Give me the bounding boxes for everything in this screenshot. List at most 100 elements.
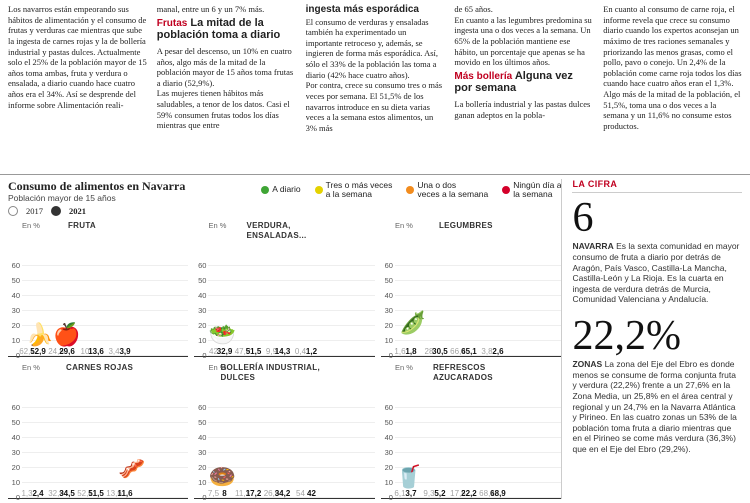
bar-value: 6,1 xyxy=(394,490,405,498)
bar-value: 22,2 xyxy=(461,490,477,498)
legend-label: A diario xyxy=(272,185,300,194)
bar-value: 14,3 xyxy=(275,348,291,356)
bar-value: 30,5 xyxy=(432,348,448,356)
col4-subhead: Más bollería Alguna vez por semana xyxy=(454,70,593,95)
bar-value: 54 xyxy=(296,490,305,498)
col4-kicker: Más bollería xyxy=(454,71,512,82)
y-tick-label: 60 xyxy=(8,261,20,271)
y-tick-label: 20 xyxy=(381,321,393,331)
y-tick-label: 20 xyxy=(194,463,206,473)
y-tick-label: 40 xyxy=(381,433,393,443)
chart-panel: VERDURA, ENSALADAS...0102030405060En %🥗4… xyxy=(194,219,374,357)
year-legend: 2017 2021 xyxy=(8,206,561,217)
charts-grid: FRUTA0102030405060En %🍌🍎62,152,924,529,6… xyxy=(8,219,561,499)
y-tick-label: 0 xyxy=(8,493,20,503)
chart-main: Consumo de alimentos en Navarra Població… xyxy=(8,179,561,499)
plot-area: 0102030405060En %🫛1,61,82830,566,465,13,… xyxy=(381,221,561,357)
bar-value: 1,8 xyxy=(405,348,416,356)
stat-text: ZONAS La zona del Eje del Ebro es donde … xyxy=(572,359,742,455)
circle-2021-icon xyxy=(51,206,61,216)
col3-pretitle: ingesta más esporádica xyxy=(306,4,445,17)
legend-dot-icon xyxy=(406,186,414,194)
stat-text: NAVARRA Es la sexta comunidad en mayor c… xyxy=(572,241,742,305)
legend-item: Una o dos veces a la semana xyxy=(406,181,488,199)
chart-header-row: Consumo de alimentos en Navarra Població… xyxy=(8,179,561,204)
col-5: En cuanto al consumo de carne roja, el i… xyxy=(603,4,742,174)
y-tick-label: 0 xyxy=(381,493,393,503)
y-tick-label: 0 xyxy=(194,493,206,503)
stat-number: 6 xyxy=(572,197,742,239)
y-tick-label: 30 xyxy=(8,448,20,458)
bar-value: 34,2 xyxy=(275,490,291,498)
bars-row: 6,13,79,35,217,522,268,168,9 xyxy=(395,363,559,498)
y-tick-label: 10 xyxy=(194,478,206,488)
bar-value: 32,9 xyxy=(217,348,233,356)
bar-value: 3,7 xyxy=(405,490,416,498)
bar-value: 17,2 xyxy=(246,490,262,498)
legend-item: Tres o más veces a la semana xyxy=(315,181,393,199)
y-tick-label: 0 xyxy=(381,351,393,361)
plot-area: 0102030405060En %🥗4232,947,951,59,914,30… xyxy=(194,221,374,357)
newspaper-page: Los navarros están empeorando sus hábito… xyxy=(0,0,750,500)
y-tick-label: 60 xyxy=(194,261,206,271)
col2-body: A pesar del descenso, un 10% en cuatro a… xyxy=(157,46,296,131)
y-tick-label: 60 xyxy=(194,403,206,413)
chart-panel: BOLLERÍA INDUSTRIAL, DULCES0102030405060… xyxy=(194,361,374,499)
y-tick-label: 10 xyxy=(8,478,20,488)
bar-value: 1,6 xyxy=(394,348,405,356)
sidebar-stat: 6NAVARRA Es la sexta comunidad en mayor … xyxy=(572,197,742,305)
chart-section: Consumo de alimentos en Navarra Població… xyxy=(0,174,750,499)
legend-label: Una o dos veces a la semana xyxy=(417,181,488,199)
bars-row: 62,152,924,529,61013,63,43,9 xyxy=(22,221,186,356)
chart-panel: CARNES ROJAS0102030405060En %🥓1,32,432,9… xyxy=(8,361,188,499)
y-tick-label: 20 xyxy=(8,463,20,473)
legend-dot-icon xyxy=(315,186,323,194)
y-tick-label: 50 xyxy=(8,276,20,286)
y-tick-label: 10 xyxy=(8,336,20,346)
bar-value: 11,6 xyxy=(117,490,132,498)
y-tick-label: 0 xyxy=(8,351,20,361)
y-tick-label: 60 xyxy=(381,403,393,413)
chart-legend: A diario Tres o más veces a la semana Una … xyxy=(261,179,561,203)
plot-area: 0102030405060En %🥤6,13,79,35,217,522,268… xyxy=(381,363,561,499)
y-tick-label: 40 xyxy=(194,433,206,443)
col4-lead: de 65 años. En cuanto a las legumbres pr… xyxy=(454,4,593,68)
legend-item: A diario xyxy=(261,185,300,194)
sidebar-stat: 22,2%ZONAS La zona del Eje del Ebro es d… xyxy=(572,315,742,455)
circle-2017-icon xyxy=(8,206,18,216)
bar-value: 3,4 xyxy=(108,348,119,356)
bar-value: 51,5 xyxy=(246,348,262,356)
y-tick-label: 40 xyxy=(8,291,20,301)
chart-panel: LEGUMBRES0102030405060En %🫛1,61,82830,56… xyxy=(381,219,561,357)
bar-value: 0,4 xyxy=(295,348,306,356)
bar-value: 5,2 xyxy=(434,490,445,498)
y-tick-label: 20 xyxy=(194,321,206,331)
col2-kicker: Frutas xyxy=(157,18,188,29)
bar-value: 42 xyxy=(307,490,316,498)
sidebar-blocks: 6NAVARRA Es la sexta comunidad en mayor … xyxy=(572,197,742,454)
chart-panel: REFRESCOS AZUCARADOS0102030405060En %🥤6,… xyxy=(381,361,561,499)
y-tick-label: 30 xyxy=(194,306,206,316)
y-tick-label: 50 xyxy=(381,418,393,428)
y-tick-label: 30 xyxy=(8,306,20,316)
bar-value: 2,6 xyxy=(492,348,503,356)
bar-value: 34,5 xyxy=(59,490,75,498)
bar-value: 65,1 xyxy=(461,348,477,356)
y-tick-label: 30 xyxy=(381,448,393,458)
y-tick-label: 60 xyxy=(8,403,20,413)
y-tick-label: 60 xyxy=(381,261,393,271)
y-tick-label: 40 xyxy=(8,433,20,443)
legend-dot-icon xyxy=(502,186,510,194)
y-tick-label: 10 xyxy=(381,478,393,488)
y-tick-label: 50 xyxy=(194,418,206,428)
bar-value: 3,9 xyxy=(119,348,130,356)
legend-label: Ningún día a la semana xyxy=(513,181,561,199)
article-columns: Los navarros están empeorando sus hábito… xyxy=(0,0,750,174)
bar-value: 13,6 xyxy=(88,348,104,356)
col3-body: El consumo de verduras y ensaladas tambi… xyxy=(306,17,445,134)
plot-area: 0102030405060En %🍩7,5811,317,226,934,254… xyxy=(194,363,374,499)
bars-row: 1,32,432,934,552,151,513,611,6 xyxy=(22,363,186,498)
bars-row: 7,5811,317,226,934,25442 xyxy=(208,363,372,498)
bar-value: 29,6 xyxy=(59,348,75,356)
y-tick-label: 50 xyxy=(194,276,206,286)
